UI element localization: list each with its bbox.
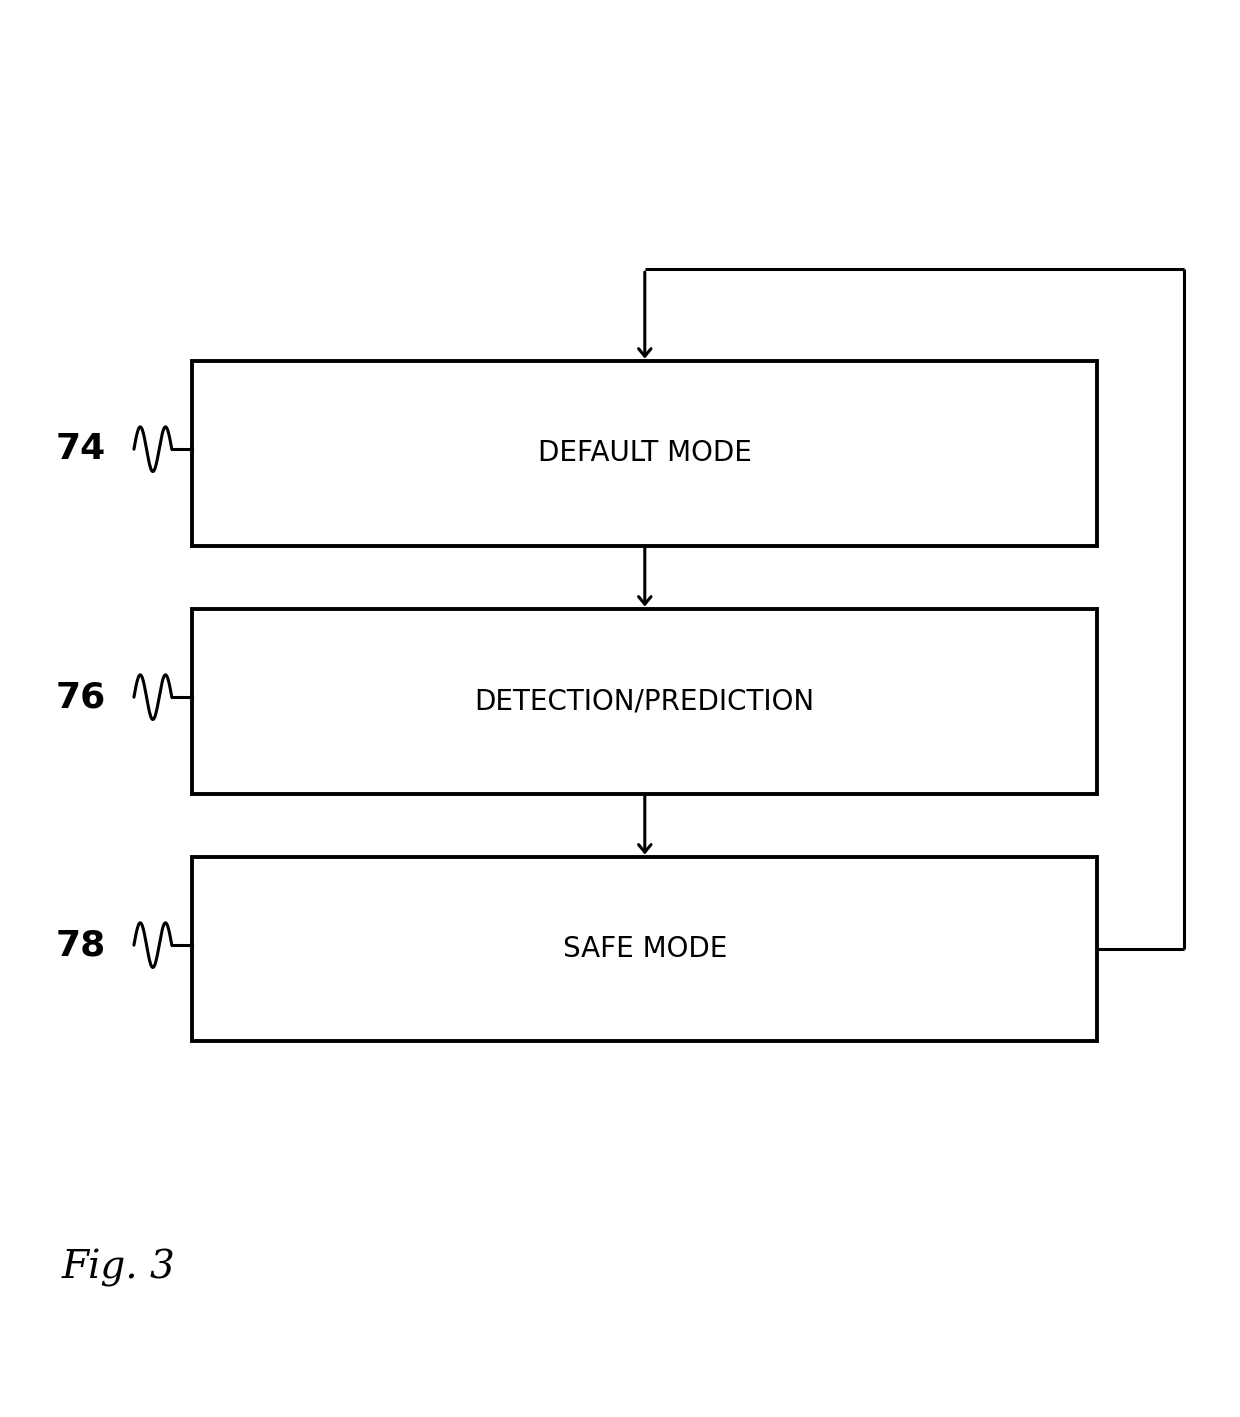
Text: SAFE MODE: SAFE MODE xyxy=(563,935,727,964)
Bar xyxy=(192,361,1097,546)
Text: Fig. 3: Fig. 3 xyxy=(62,1250,176,1287)
Text: 74: 74 xyxy=(56,432,107,466)
Text: 76: 76 xyxy=(56,680,107,714)
Text: DEFAULT MODE: DEFAULT MODE xyxy=(538,439,751,468)
Bar xyxy=(192,609,1097,794)
Bar xyxy=(192,857,1097,1041)
Text: 78: 78 xyxy=(56,928,107,962)
Text: DETECTION/PREDICTION: DETECTION/PREDICTION xyxy=(475,687,815,716)
